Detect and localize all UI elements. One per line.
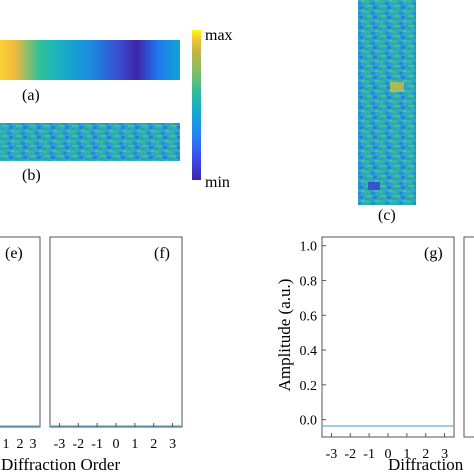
y-tick-label: 0.8 (300, 274, 318, 289)
panel-f-label: (f) (154, 245, 170, 262)
panel-e-plot: (e) 1 2 3 Diffraction Order (0, 236, 120, 474)
panel-g-axes-frame (321, 236, 455, 438)
x-tick-label: 3 (169, 437, 176, 452)
panel-f-axes-frame (49, 236, 183, 428)
y-tick-label: 0.4 (300, 344, 318, 359)
y-tick-label: 1.0 (300, 240, 318, 255)
x-tick-label: -1 (363, 447, 375, 462)
panel-e-xtick-2: 2 (17, 437, 24, 452)
panel-h-axes-fragment (463, 236, 474, 438)
panel-g-ylabel: Amplitude (a.u.) (275, 279, 294, 392)
x-tick-label: -2 (72, 437, 84, 452)
panel-b-image (0, 123, 180, 161)
panel-a-image (0, 40, 180, 80)
panel-g-label: (g) (424, 245, 443, 262)
colorbar-min-label: min (205, 174, 230, 191)
panel-c-image (358, 0, 416, 205)
x-tick-label: 1 (403, 447, 410, 462)
panel-e-xlabel: Diffraction Order (1, 455, 120, 474)
panel-a-label: (a) (22, 87, 40, 104)
panel-e-xtick-1: 1 (3, 437, 10, 452)
y-tick-label: 0.2 (300, 379, 318, 394)
panel-g-plot: (g) -3 -2 -1 0 1 2 3 0.0 0.2 0.4 0.6 0.8 1.0 Amplitu… (275, 236, 464, 474)
x-tick-label: -3 (326, 447, 338, 462)
panel-e-xtick-3: 3 (30, 437, 37, 452)
panel-c-label: (c) (378, 207, 396, 224)
panel-b-label: (b) (22, 167, 41, 184)
x-tick-label: 2 (422, 447, 429, 462)
x-tick-label: -3 (54, 437, 66, 452)
colorbar-max-label: max (205, 27, 233, 44)
x-tick-label: 0 (113, 437, 120, 452)
panel-e-axes-frame (0, 236, 41, 428)
y-tick-label: 0.0 (300, 414, 318, 429)
x-tick-label: -1 (91, 437, 103, 452)
x-tick-label: 2 (150, 437, 157, 452)
colorbar (192, 30, 201, 180)
x-tick-label: 0 (385, 447, 392, 462)
x-tick-label: -2 (344, 447, 356, 462)
x-tick-label: 3 (441, 447, 448, 462)
y-tick-label: 0.6 (300, 309, 318, 324)
panel-g-xlabel: Diffraction (388, 455, 464, 474)
panel-c-bright-spot (390, 82, 404, 92)
x-tick-label: 1 (131, 437, 138, 452)
panel-c-dark-spot (368, 182, 380, 190)
panel-f-plot: (f) -3 -2 -1 0 1 2 3 (49, 236, 183, 452)
panel-e-label: (e) (5, 245, 23, 262)
